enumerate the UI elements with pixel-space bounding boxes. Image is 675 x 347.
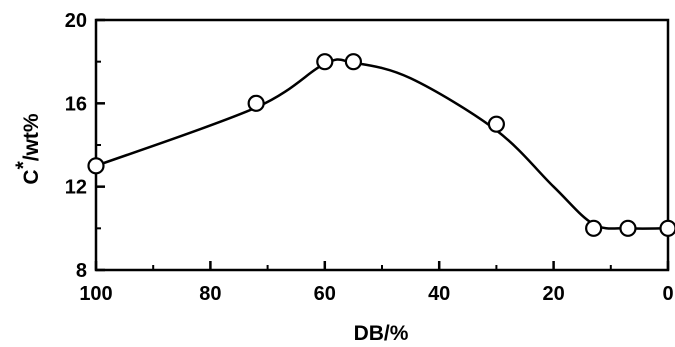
y-tick-label: 8 [76, 260, 87, 282]
data-points [87, 53, 675, 237]
x-tick-label: 20 [542, 283, 564, 305]
y-axis-title-superscript: * [12, 160, 35, 169]
x-tick-label: 60 [314, 283, 336, 305]
y-axis-title-rest: /wt% [20, 113, 43, 161]
y-tick-label: 12 [65, 177, 87, 199]
data-point [247, 94, 265, 112]
data-point [619, 219, 637, 237]
data-point [316, 53, 334, 71]
x-tick-label: 100 [79, 283, 112, 305]
data-point [585, 219, 603, 237]
data-point [659, 219, 675, 237]
plot-frame [94, 18, 670, 272]
data-point [344, 53, 362, 71]
y-axis-title: C*/wt% [12, 113, 43, 185]
plot-area [94, 18, 670, 272]
y-tick-labels: 8 12 16 20 [65, 10, 87, 282]
data-point [487, 115, 505, 133]
x-tick-label: 40 [428, 283, 450, 305]
x-tick-label: 80 [199, 283, 221, 305]
x-axis-title: DB/% [354, 322, 409, 345]
y-axis-title-main: C [20, 169, 43, 184]
y-tick-label: 20 [65, 10, 87, 32]
x-tick-label: 0 [662, 283, 673, 305]
y-tick-label: 16 [65, 93, 87, 115]
data-point [87, 157, 105, 175]
x-tick-labels: 100 80 60 40 20 0 [79, 283, 673, 305]
fit-curve-layer [95, 58, 669, 230]
fit-curve [95, 58, 669, 230]
axis-ticks [94, 18, 670, 272]
